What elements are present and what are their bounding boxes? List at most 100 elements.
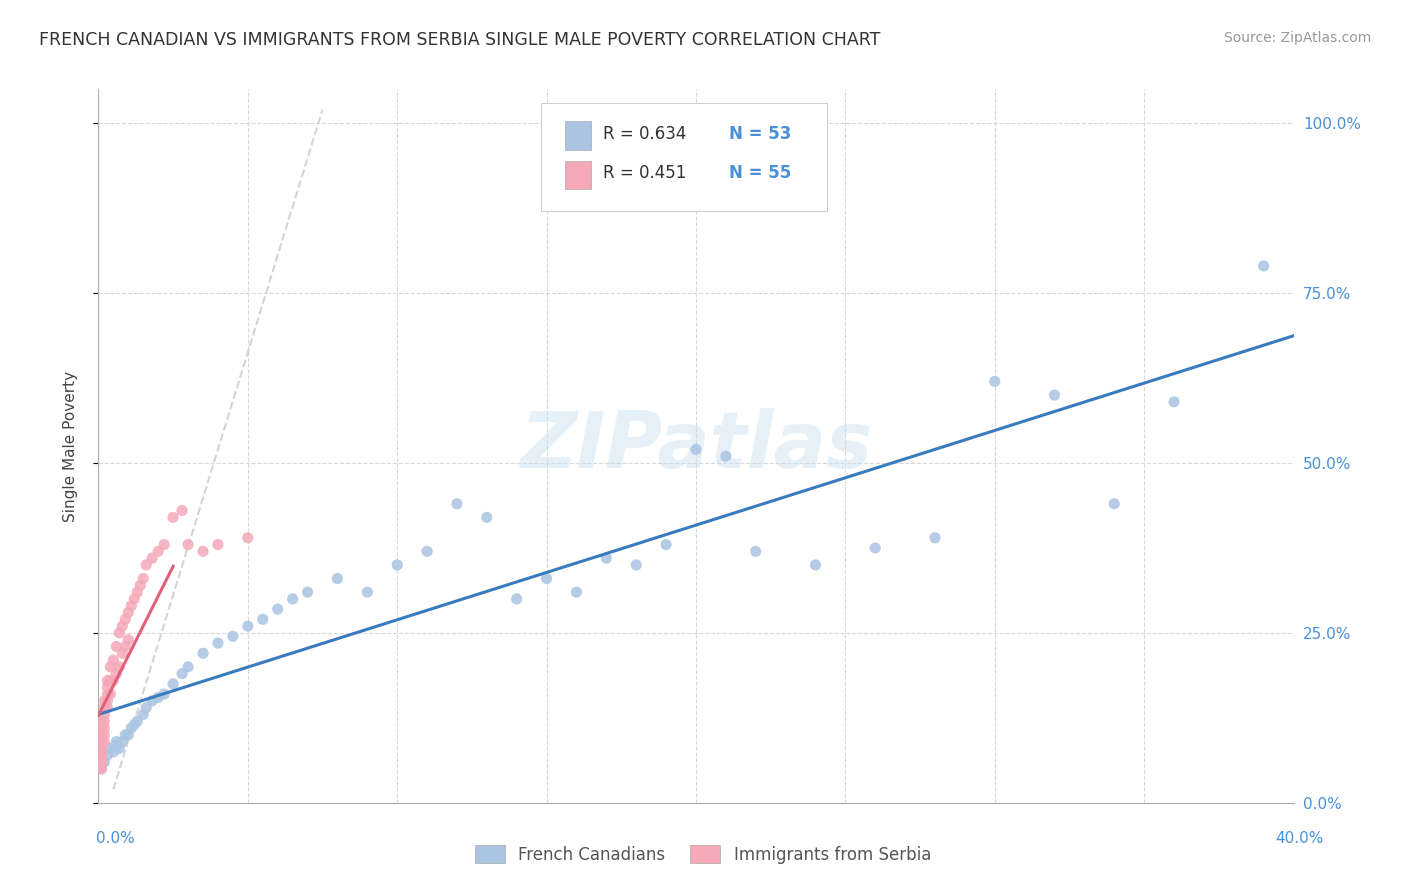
Point [93,734,115,748]
Point [172,666,194,681]
Point [103,745,125,759]
Point [446,497,468,511]
Text: ZIPatlas: ZIPatlas [520,408,872,484]
Point [96,680,118,694]
Point [90,751,112,765]
Point [281,591,304,606]
Point [93,728,115,742]
Point [924,531,946,545]
Point [172,503,194,517]
Point [90,748,112,763]
Point [191,544,214,558]
Legend: French Canadians, Immigrants from Serbia: French Canadians, Immigrants from Serbia [468,838,938,871]
Point [96,694,118,708]
Point [416,544,439,558]
Point [385,558,409,572]
Point [984,375,1007,389]
Point [93,694,115,708]
Point [105,666,128,681]
Text: Source: ZipAtlas.com: Source: ZipAtlas.com [1223,31,1371,45]
Point [90,755,112,769]
Point [90,714,112,729]
Point [90,731,112,746]
Point [111,646,134,660]
Point [267,602,290,616]
Point [153,687,176,701]
Point [103,653,125,667]
Point [90,734,112,748]
Point [132,572,155,586]
Point [93,714,115,729]
Point [117,606,139,620]
Point [536,572,558,586]
Point [96,700,118,714]
Point [191,646,214,660]
Point [108,660,131,674]
Point [93,755,115,769]
Point [114,640,136,654]
Point [93,721,115,735]
Point [236,619,259,633]
Point [685,442,707,457]
Text: FRENCH CANADIAN VS IMMIGRANTS FROM SERBIA SINGLE MALE POVERTY CORRELATION CHART: FRENCH CANADIAN VS IMMIGRANTS FROM SERBI… [39,31,880,49]
Point [105,734,128,748]
Point [475,510,498,524]
Point [1253,259,1275,273]
Point [326,572,349,586]
Point [177,537,200,551]
Text: N = 53: N = 53 [730,125,792,143]
Point [1104,497,1126,511]
Point [108,626,131,640]
Point [96,673,118,688]
Point [93,707,115,722]
Point [135,700,157,714]
Point [297,585,319,599]
Point [804,558,827,572]
Point [114,728,136,742]
Point [117,632,139,647]
Point [90,728,112,742]
Point [127,714,149,729]
FancyBboxPatch shape [565,121,591,150]
Point [120,721,142,735]
Point [565,585,588,599]
Point [714,449,737,463]
Point [626,558,648,572]
Text: N = 55: N = 55 [730,164,792,182]
Point [98,741,122,756]
Point [1043,388,1066,402]
Point [124,717,146,731]
Point [132,707,155,722]
Point [129,578,152,592]
Text: R = 0.451: R = 0.451 [603,164,686,182]
Point [655,537,678,551]
Point [98,687,122,701]
Point [745,544,768,558]
Point [236,531,259,545]
Point [90,741,112,756]
Point [162,677,184,691]
Point [124,591,146,606]
Point [141,694,163,708]
Point [90,762,112,776]
Point [865,541,887,555]
Point [96,687,118,701]
Point [1163,394,1185,409]
Point [595,551,617,566]
Point [252,612,274,626]
Point [120,599,142,613]
Point [96,748,118,763]
Point [356,585,378,599]
Point [98,673,122,688]
Point [90,758,112,772]
Point [135,558,157,572]
Point [162,510,184,524]
Point [127,585,149,599]
Point [207,537,229,551]
Point [148,544,170,558]
Point [111,619,134,633]
Point [222,629,245,643]
FancyBboxPatch shape [541,103,827,211]
Point [90,762,112,776]
Point [108,741,131,756]
